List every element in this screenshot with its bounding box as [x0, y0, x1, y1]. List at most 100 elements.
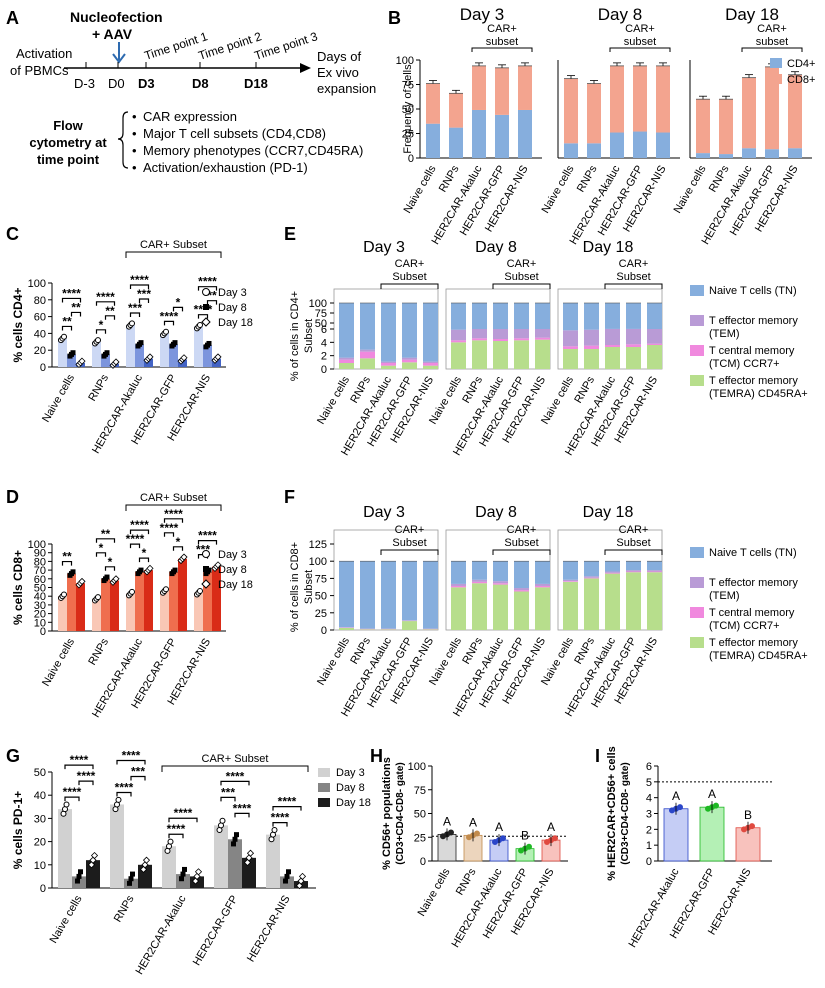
bar-cd4	[449, 127, 463, 158]
bar-day-18	[144, 570, 153, 631]
bar-cd4	[518, 109, 532, 158]
panel-letter-g: G	[6, 746, 20, 766]
flow-bullets: • CAR expression • Major T cell subsets …	[132, 109, 363, 175]
significance-bracket	[220, 796, 236, 802]
significance-label: **	[71, 300, 81, 314]
bar-segment-tem	[423, 361, 438, 363]
legend-label: T effector memory	[709, 315, 798, 327]
bar-segment-tn	[647, 561, 662, 571]
legend-label: (TCM) CCR7+	[709, 358, 780, 370]
replicate-square	[138, 340, 144, 346]
significance-bracket	[129, 543, 141, 549]
subset-label: CAR+	[619, 524, 649, 536]
subset-label: CAR+	[487, 23, 517, 35]
y-tick-label: 3	[646, 809, 652, 821]
legend-swatch	[318, 783, 330, 792]
y-tick-label: 100	[28, 539, 46, 551]
bar-segment-temra	[472, 583, 487, 630]
legend-label: T effector memory	[709, 375, 798, 387]
group-letter: A	[672, 789, 680, 803]
bar-segment-tcm	[514, 590, 529, 592]
replicate-point	[552, 835, 558, 842]
bar-segment-tn	[381, 303, 396, 362]
bar-segment-tn	[563, 561, 578, 580]
bar-day-8	[203, 571, 212, 631]
replicate-square	[286, 869, 291, 875]
bar-cd4	[765, 149, 779, 158]
bar-segment-tcm	[535, 337, 550, 340]
replicate-circle	[197, 587, 203, 594]
replicate-circle	[129, 320, 135, 327]
bar-segment-tn	[451, 303, 466, 330]
significance-label: ****	[62, 286, 81, 300]
significance-bracket	[138, 557, 150, 563]
flow-label-1: Flow	[53, 118, 83, 133]
replicate-square	[234, 832, 239, 838]
bar-day-18	[242, 857, 256, 888]
bar-segment-temra	[647, 345, 662, 369]
significance-bracket	[168, 817, 198, 823]
subset-bracket	[125, 504, 222, 511]
bar-segment-tem	[563, 579, 578, 582]
legend-marker-diamond	[201, 317, 211, 327]
category-label: RNPs	[86, 372, 111, 403]
significance-label: **	[62, 314, 72, 328]
significance-label: **	[207, 289, 217, 303]
legend-swatch	[690, 375, 704, 386]
group-letter: A	[708, 787, 716, 801]
legend-swatch-cd8	[770, 74, 782, 84]
significance-bracket	[172, 306, 184, 312]
subset-label: Subset	[616, 537, 650, 549]
bar-day-3	[126, 325, 135, 367]
replicate-square	[70, 350, 76, 356]
significance-bracket	[197, 540, 218, 545]
bar-segment-tem	[647, 329, 662, 344]
replicate-circle	[115, 796, 122, 803]
significance-bracket	[234, 812, 250, 818]
replicate-circle	[129, 588, 135, 595]
bar-segment-tem	[626, 570, 641, 572]
bar-segment-tcm	[605, 345, 620, 347]
replicate-diamond	[180, 553, 188, 561]
bar-segment-tn	[493, 561, 508, 582]
significance-bracket	[168, 833, 184, 839]
bar-segment-temra	[381, 629, 396, 630]
significance-bracket	[116, 791, 132, 797]
bar-segment-temra	[584, 578, 599, 630]
significance-label: ****	[174, 806, 193, 820]
bar-segment-tn	[381, 561, 396, 629]
facet-title: Day 18	[583, 504, 634, 521]
bar-segment-tn	[472, 303, 487, 329]
y-tick-label: 25	[402, 129, 414, 141]
replicate-square	[232, 836, 238, 842]
significance-bracket	[116, 759, 146, 765]
facet-title: Day 8	[598, 5, 642, 24]
panel-letter-a: A	[6, 8, 19, 28]
significance-label: ****	[122, 748, 141, 762]
replicate-square	[182, 866, 187, 872]
legend-label: Day 8	[218, 302, 247, 314]
bar-segment-tem	[451, 329, 466, 341]
bar-segment-temra	[451, 342, 466, 369]
replicate-square	[70, 569, 76, 575]
bar-cd4	[495, 114, 509, 158]
legend-swatch-cd4	[770, 58, 782, 68]
legend-label: Day 3	[218, 287, 247, 299]
replicate-square	[78, 869, 83, 875]
legend-label: (TEM)	[709, 590, 740, 602]
subset-label: CAR+ Subset	[140, 239, 207, 251]
significance-bracket	[163, 532, 175, 537]
y-tick-label: 0	[40, 626, 46, 638]
significance-label: ****	[126, 532, 145, 546]
subset-bracket	[604, 283, 663, 289]
bar-cd8	[610, 65, 624, 133]
bar-day-8	[135, 571, 144, 631]
bar-day-18	[212, 566, 221, 631]
y-tick-label: 30	[34, 813, 46, 825]
timeline-arrowhead	[300, 63, 311, 73]
significance-bracket	[129, 284, 150, 289]
